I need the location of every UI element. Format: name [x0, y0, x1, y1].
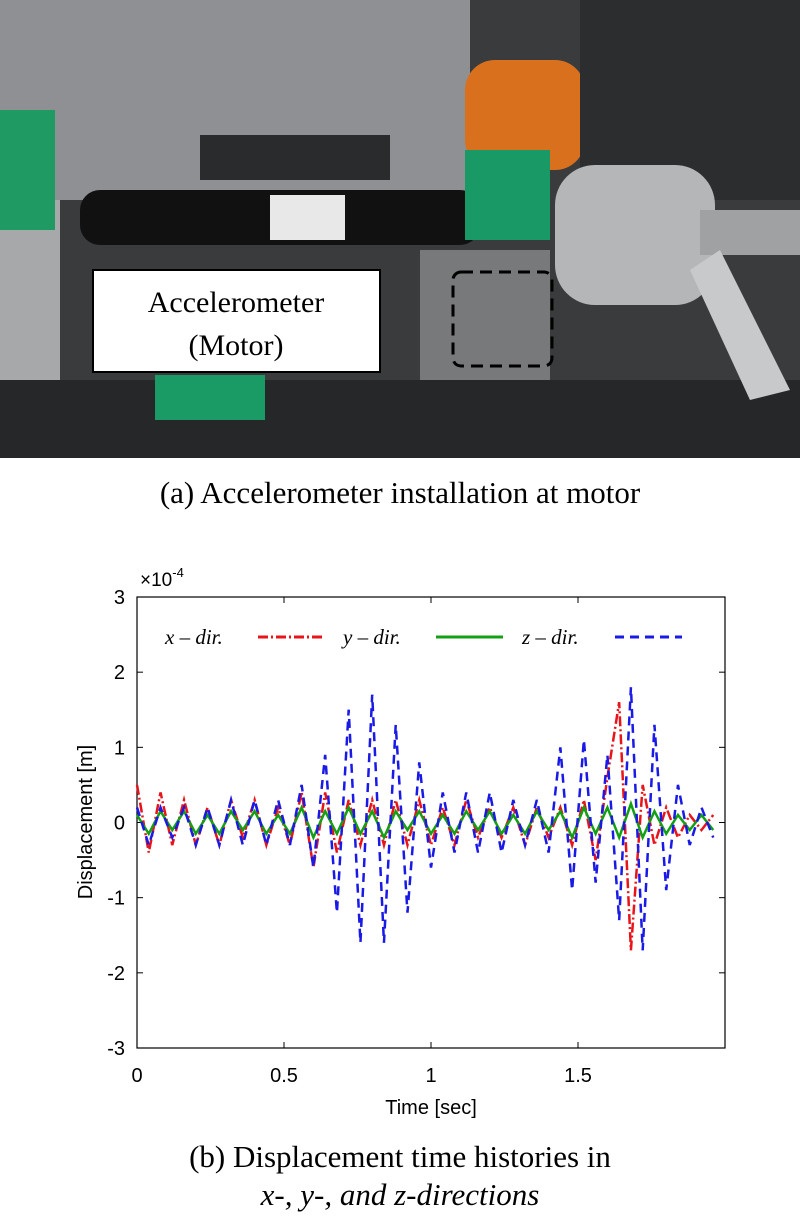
photo-label: Accelerometer — [148, 286, 325, 319]
y-tick-label: -3 — [107, 1038, 125, 1060]
photo: Accelerometer (Motor) — [0, 0, 800, 458]
photo-label: (Motor) — [189, 329, 284, 362]
legend-label: z – dir. — [521, 625, 579, 649]
x-tick-label: 1 — [425, 1065, 436, 1087]
x-axis-label: Time [sec] — [385, 1097, 477, 1119]
caption: (b) Displacement time histories in — [189, 1139, 611, 1174]
y-tick-label: 2 — [114, 662, 125, 684]
y-scale: ×10-4 — [140, 565, 184, 591]
y-axis-label: Displacement [m] — [75, 745, 97, 900]
y-tick-label: 3 — [114, 587, 125, 609]
x-tick-label: 0 — [131, 1065, 142, 1087]
data-line — [135, 687, 715, 951]
legend-label: x – dir. — [164, 625, 223, 649]
caption: x-, y-, and z-directions — [260, 1177, 540, 1212]
x-tick-label: 0.5 — [270, 1065, 298, 1087]
legend-label: y – dir. — [341, 625, 401, 649]
caption: (a) Accelerometer installation at motor — [160, 475, 641, 510]
y-tick-label: -1 — [107, 888, 125, 910]
y-tick-label: 0 — [114, 813, 125, 835]
x-tick-label: 1.5 — [564, 1065, 592, 1087]
y-tick-label: -2 — [107, 963, 125, 985]
y-tick-label: 1 — [114, 737, 125, 759]
